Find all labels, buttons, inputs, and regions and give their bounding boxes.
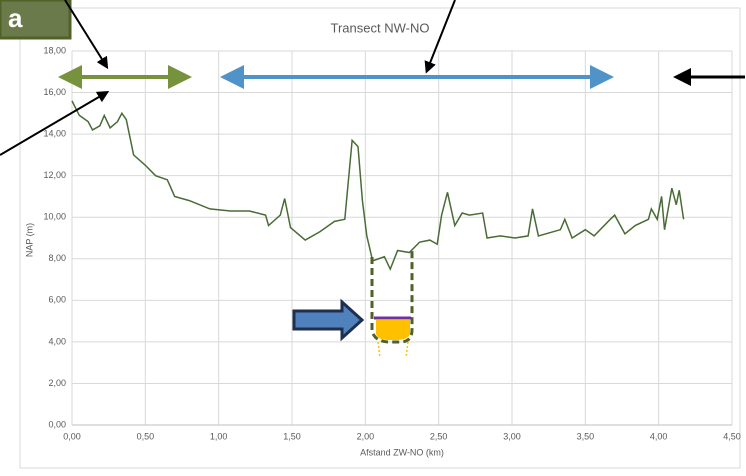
photo-inset	[0, 0, 72, 40]
plot: 0,00 2,00 4,00 6,00 8,00 10,00 12,00 14,00 16,00…	[43, 45, 740, 441]
x-tick-label: 0,50	[137, 431, 155, 441]
y-tick-label: 4,00	[48, 336, 66, 346]
pointer-arrow	[424, 0, 456, 74]
x-tick-label: 3,50	[577, 431, 595, 441]
x-axis-label: Afstand ZW-NO (km)	[360, 447, 444, 457]
data-line	[71, 100, 685, 272]
y-tick-label: 2,00	[48, 378, 66, 388]
y-tick-label: 14,00	[43, 128, 66, 138]
y-axis-label: NAP (m)	[24, 223, 34, 257]
y-tick-label: 12,00	[43, 170, 66, 180]
x-tick-label: 1,00	[210, 431, 228, 441]
trench-outline	[370, 250, 414, 344]
y-tick-label: 16,00	[43, 87, 66, 97]
y-tick-label: 18,00	[43, 45, 66, 55]
x-tick-label: 1,50	[283, 431, 301, 441]
x-tick-label: 2,00	[357, 431, 375, 441]
level-arrow	[292, 298, 365, 342]
x-tick-label: 2,50	[430, 431, 448, 441]
x-tick-label: 4,00	[650, 431, 668, 441]
pointer-arrow	[64, 0, 109, 70]
y-tick-label: 10,00	[43, 212, 66, 222]
seepage	[377, 341, 409, 359]
chart-frame	[19, 7, 741, 469]
pointer-arrow	[0, 90, 110, 156]
y-tick-label: 8,00	[48, 253, 66, 263]
x-tick-label: 4,50	[723, 431, 741, 441]
x-tick-label: 3,00	[503, 431, 521, 441]
x-tick-label: 0,00	[63, 431, 81, 441]
y-tick-label: 6,00	[48, 295, 66, 305]
water-body	[376, 320, 410, 340]
panel-label: a	[8, 3, 23, 33]
y-tick-label: 0,00	[48, 419, 66, 429]
chart-title: Transect NW-NO	[331, 20, 430, 35]
